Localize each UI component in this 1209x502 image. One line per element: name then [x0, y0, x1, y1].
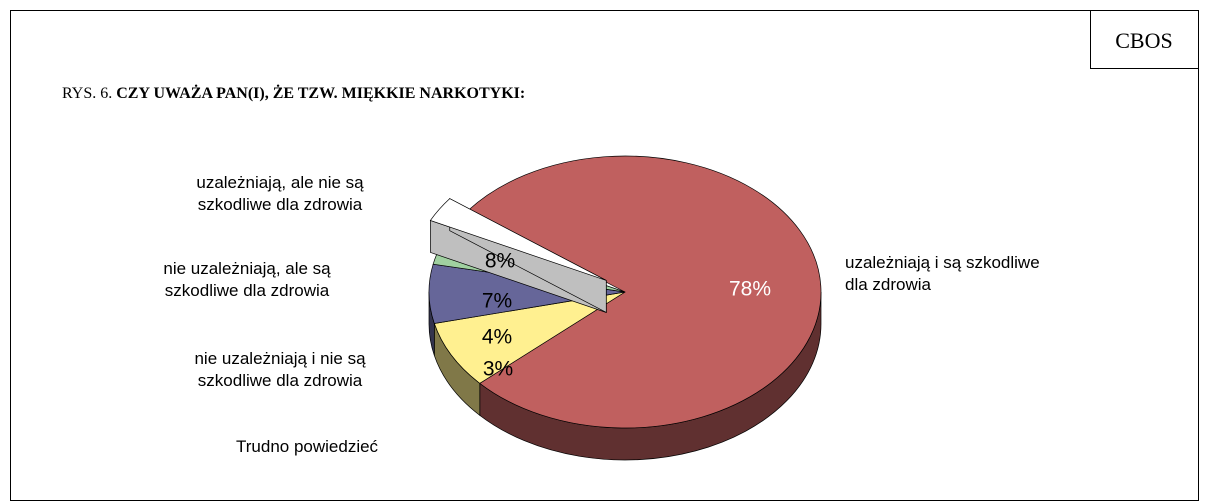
brand: CBOS [1115, 28, 1172, 53]
value-label: 7% [482, 290, 512, 313]
value-label: 8% [485, 250, 515, 273]
slice [429, 198, 607, 281]
category-label: uzależniają, ale nie są szkodliwe dla zd… [196, 173, 364, 214]
figure-label: RYS. 6. [62, 85, 112, 102]
slice [467, 155, 822, 429]
pie: 78% 8% 7% 4% 3% [428, 155, 822, 461]
category-label: Trudno powiedzieć [236, 437, 379, 456]
frame [10, 10, 1199, 501]
title: CZY UWAŻA PAN(I), ŻE TZW. MIĘKKIE NARKOT… [116, 83, 525, 102]
category-label: nie uzależniają i nie są szkodliwe dla z… [194, 349, 366, 390]
category-label: nie uzależniają, ale są szkodliwe dla zd… [163, 259, 331, 300]
chart-title: RYS. 6. CZY UWAŻA PAN(I), ŻE TZW. MIĘKKI… [62, 83, 525, 102]
slice [433, 291, 626, 384]
value-label: 4% [482, 326, 512, 349]
category-label: uzależniają i są szkodliwe dla zdrowia [845, 253, 1040, 294]
brand-box [1090, 10, 1199, 69]
value-label: 78% [729, 278, 771, 301]
value-label: 3% [483, 358, 513, 381]
